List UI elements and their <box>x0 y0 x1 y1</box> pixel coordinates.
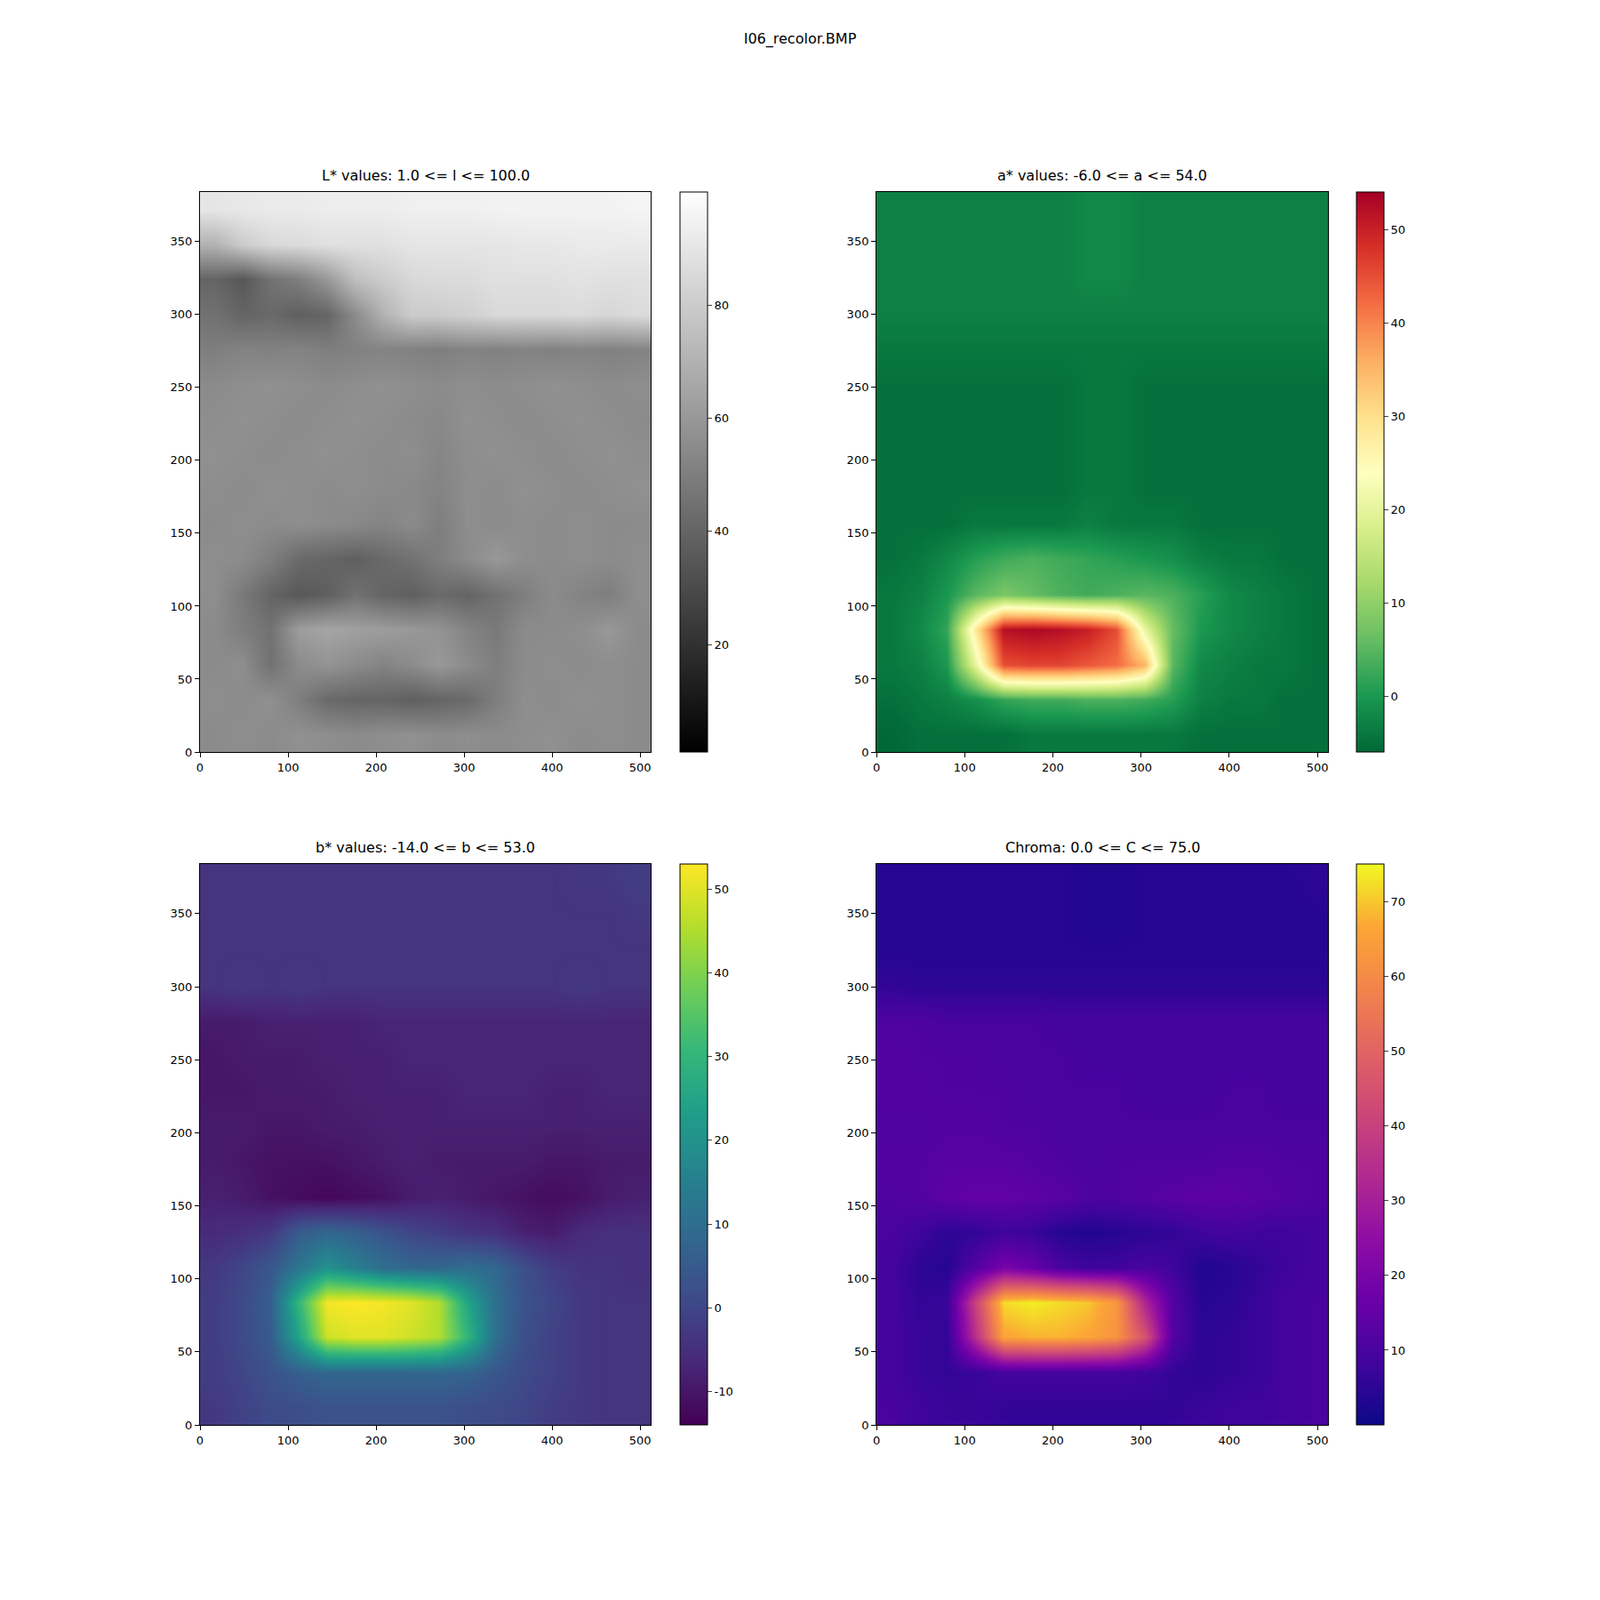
svg-text:-10: -10 <box>714 1384 734 1399</box>
svg-text:0: 0 <box>872 760 880 775</box>
svg-text:350: 350 <box>847 906 870 920</box>
svg-text:10: 10 <box>1391 596 1407 610</box>
svg-text:40: 40 <box>1391 316 1407 330</box>
svg-text:100: 100 <box>847 599 870 613</box>
svg-text:200: 200 <box>1041 1433 1064 1448</box>
svg-text:200: 200 <box>365 760 388 775</box>
svg-text:200: 200 <box>1041 760 1064 775</box>
svg-text:300: 300 <box>170 980 193 994</box>
svg-text:300: 300 <box>1129 1433 1152 1448</box>
svg-text:50: 50 <box>854 1344 870 1359</box>
svg-text:350: 350 <box>847 234 870 248</box>
svg-text:200: 200 <box>847 1126 870 1140</box>
svg-text:100: 100 <box>170 1272 193 1286</box>
svg-text:20: 20 <box>1391 503 1407 517</box>
svg-text:0: 0 <box>184 1418 192 1432</box>
svg-text:50: 50 <box>177 672 193 687</box>
svg-text:20: 20 <box>1391 1268 1407 1282</box>
svg-text:250: 250 <box>847 1053 870 1067</box>
svg-text:400: 400 <box>1217 1433 1240 1448</box>
svg-text:400: 400 <box>1217 760 1240 775</box>
svg-text:40: 40 <box>714 524 730 538</box>
svg-text:150: 150 <box>847 526 870 540</box>
svg-text:30: 30 <box>1391 409 1407 424</box>
svg-text:250: 250 <box>847 380 870 394</box>
svg-text:100: 100 <box>277 1433 300 1448</box>
svg-text:30: 30 <box>714 1049 730 1064</box>
svg-text:200: 200 <box>847 453 870 467</box>
svg-text:150: 150 <box>847 1199 870 1213</box>
svg-text:b* values: -14.0 <= b <= 53.0: b* values: -14.0 <= b <= 53.0 <box>315 839 536 856</box>
svg-text:500: 500 <box>1306 1433 1329 1448</box>
svg-text:0: 0 <box>1391 689 1399 704</box>
svg-text:10: 10 <box>714 1217 730 1232</box>
svg-text:500: 500 <box>1306 760 1329 775</box>
svg-text:100: 100 <box>277 760 300 775</box>
svg-text:60: 60 <box>714 411 730 425</box>
svg-text:20: 20 <box>714 638 730 652</box>
svg-text:80: 80 <box>714 298 730 312</box>
svg-text:L* values: 1.0 <= l <= 100.0: L* values: 1.0 <= l <= 100.0 <box>321 167 530 184</box>
svg-text:150: 150 <box>170 1199 193 1213</box>
svg-text:100: 100 <box>953 760 976 775</box>
svg-text:0: 0 <box>196 760 204 775</box>
svg-text:0: 0 <box>861 1418 869 1432</box>
svg-text:10: 10 <box>1391 1344 1407 1358</box>
svg-text:0: 0 <box>872 1433 880 1448</box>
svg-text:250: 250 <box>170 1053 193 1067</box>
svg-text:60: 60 <box>1391 969 1407 984</box>
svg-text:a* values: -6.0 <= a <= 54.0: a* values: -6.0 <= a <= 54.0 <box>997 167 1208 184</box>
svg-text:300: 300 <box>1129 760 1152 775</box>
svg-text:500: 500 <box>629 1433 652 1448</box>
svg-text:0: 0 <box>196 1433 204 1448</box>
svg-text:I06_recolor.BMP: I06_recolor.BMP <box>744 30 857 48</box>
svg-text:400: 400 <box>541 1433 564 1448</box>
svg-text:0: 0 <box>714 1301 722 1315</box>
svg-text:300: 300 <box>453 760 476 775</box>
svg-text:Chroma: 0.0 <= C <= 75.0: Chroma: 0.0 <= C <= 75.0 <box>1005 839 1200 856</box>
svg-text:50: 50 <box>854 672 870 687</box>
svg-text:100: 100 <box>847 1272 870 1286</box>
svg-text:0: 0 <box>861 745 869 760</box>
svg-text:50: 50 <box>1391 223 1407 237</box>
svg-text:350: 350 <box>170 234 193 248</box>
svg-text:50: 50 <box>1391 1044 1407 1058</box>
svg-text:50: 50 <box>714 882 730 896</box>
svg-text:250: 250 <box>170 380 193 394</box>
svg-text:40: 40 <box>1391 1119 1407 1133</box>
svg-text:300: 300 <box>170 307 193 321</box>
svg-text:100: 100 <box>170 599 193 613</box>
svg-text:30: 30 <box>1391 1193 1407 1208</box>
svg-text:40: 40 <box>714 966 730 980</box>
svg-text:50: 50 <box>177 1344 193 1359</box>
svg-text:20: 20 <box>714 1133 730 1147</box>
svg-text:200: 200 <box>365 1433 388 1448</box>
svg-text:400: 400 <box>541 760 564 775</box>
svg-text:300: 300 <box>847 307 870 321</box>
svg-text:200: 200 <box>170 1126 193 1140</box>
svg-text:100: 100 <box>953 1433 976 1448</box>
svg-text:500: 500 <box>629 760 652 775</box>
svg-text:300: 300 <box>453 1433 476 1448</box>
svg-text:70: 70 <box>1391 895 1407 909</box>
svg-text:150: 150 <box>170 526 193 540</box>
svg-text:350: 350 <box>170 906 193 920</box>
svg-text:200: 200 <box>170 453 193 467</box>
svg-text:0: 0 <box>184 745 192 760</box>
svg-text:300: 300 <box>847 980 870 994</box>
